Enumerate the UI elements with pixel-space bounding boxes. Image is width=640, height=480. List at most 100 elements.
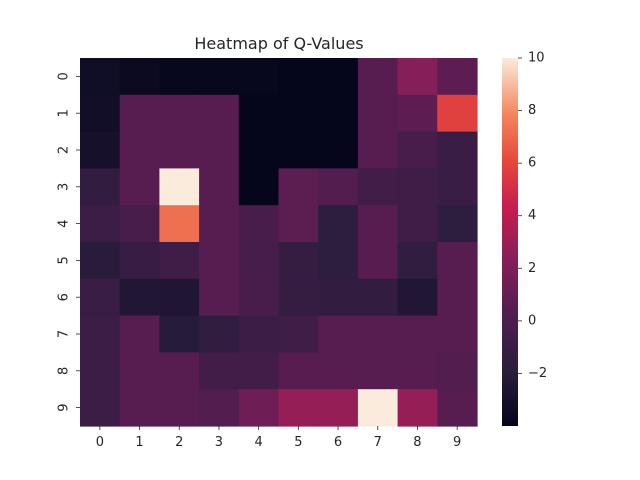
heatmap-cell-r8-c3 — [199, 352, 240, 390]
heatmap-cell-r0-c8 — [397, 58, 438, 96]
heatmap-cell-r4-c2 — [159, 205, 200, 243]
x-tick-label-1: 1 — [135, 435, 143, 450]
colorbar — [502, 58, 518, 426]
heatmap-cell-r1-c6 — [318, 94, 359, 133]
x-tick-label-6: 6 — [334, 435, 342, 450]
heatmap-cell-r3-c2 — [159, 168, 200, 206]
y-tick-label-5: 5 — [57, 256, 72, 264]
heatmap-cell-r9-c9 — [437, 389, 478, 427]
heatmap-cell-r0-c5 — [278, 58, 319, 96]
heatmap-cell-r9-c2 — [159, 389, 200, 427]
y-tick-label-3: 3 — [57, 183, 72, 191]
y-tick-label-9: 9 — [57, 403, 72, 411]
heatmap-cell-r5-c9 — [437, 242, 478, 280]
heatmap-cell-r4-c0 — [80, 205, 121, 243]
heatmap-cell-r0-c6 — [318, 58, 359, 96]
heatmap-cell-r4-c3 — [199, 205, 240, 243]
heatmap-cell-r2-c9 — [437, 131, 478, 169]
heatmap-cell-r5-c2 — [159, 242, 200, 280]
heatmap-cell-r5-c4 — [238, 242, 280, 280]
colorbar-tick-label-3: 4 — [528, 208, 536, 223]
y-axis-ticks: 0 1 2 3 4 5 6 7 8 9 — [57, 72, 80, 412]
x-tick-label-3: 3 — [215, 435, 223, 450]
heatmap-cell-r3-c4 — [238, 168, 280, 206]
colorbar-ticks: 10 8 6 4 2 0 −2 — [518, 51, 547, 381]
heatmap-cell-r1-c4 — [238, 94, 280, 133]
heatmap-cell-r5-c5 — [278, 242, 319, 280]
heatmap-cell-r6-c3 — [199, 278, 240, 317]
heatmap-cell-r5-c7 — [357, 242, 399, 280]
heatmap-cell-r6-c7 — [357, 278, 399, 317]
heatmap-cell-r4-c4 — [238, 205, 280, 243]
heatmap-cell-r9-c4 — [238, 389, 280, 427]
colorbar-tick-label-0: 10 — [528, 51, 545, 66]
heatmap-cell-r5-c0 — [80, 242, 121, 280]
y-tick-label-0: 0 — [57, 72, 72, 80]
heatmap-cell-r6-c4 — [238, 278, 280, 317]
heatmap-cell-r2-c2 — [159, 131, 200, 169]
heatmap-cell-r1-c8 — [397, 94, 438, 133]
heatmap-cell-r4-c9 — [437, 205, 478, 243]
heatmap-cell-r1-c7 — [357, 94, 399, 133]
heatmap-cell-r3-c8 — [397, 168, 438, 206]
heatmap-cells — [80, 58, 478, 427]
heatmap-cell-r8-c0 — [80, 352, 121, 390]
heatmap-cell-r7-c8 — [397, 315, 438, 353]
y-tick-label-2: 2 — [57, 146, 72, 154]
colorbar-tick-label-6: −2 — [528, 366, 547, 381]
heatmap-cell-r8-c4 — [238, 352, 280, 390]
heatmap-cell-r4-c8 — [397, 205, 438, 243]
x-tick-label-5: 5 — [294, 435, 302, 450]
heatmap-cell-r7-c5 — [278, 315, 319, 353]
heatmap-cell-r2-c3 — [199, 131, 240, 169]
heatmap-cell-r8-c9 — [437, 352, 478, 390]
x-tick-label-7: 7 — [374, 435, 382, 450]
heatmap-cell-r8-c5 — [278, 352, 319, 390]
heatmap-cell-r3-c5 — [278, 168, 319, 206]
heatmap-cell-r7-c3 — [199, 315, 240, 353]
heatmap-cell-r4-c6 — [318, 205, 359, 243]
heatmap-cell-r3-c6 — [318, 168, 359, 206]
heatmap-cell-r6-c2 — [159, 278, 200, 317]
heatmap-cell-r6-c6 — [318, 278, 359, 317]
heatmap-cell-r1-c9 — [437, 94, 478, 133]
heatmap-cell-r6-c9 — [437, 278, 478, 317]
heatmap-cell-r7-c9 — [437, 315, 478, 353]
x-tick-label-4: 4 — [255, 435, 263, 450]
heatmap-cell-r9-c7 — [357, 389, 399, 427]
heatmap-cell-r5-c3 — [199, 242, 240, 280]
heatmap-cell-r6-c5 — [278, 278, 319, 317]
heatmap-cell-r1-c2 — [159, 94, 200, 133]
heatmap-cell-r5-c1 — [119, 242, 160, 280]
x-tick-label-2: 2 — [175, 435, 183, 450]
heatmap-cell-r7-c1 — [119, 315, 160, 353]
heatmap-cell-r7-c2 — [159, 315, 200, 353]
heatmap-cell-r8-c7 — [357, 352, 399, 390]
y-tick-label-8: 8 — [57, 367, 72, 375]
heatmap-cell-r7-c7 — [357, 315, 399, 353]
heatmap-cell-r1-c1 — [119, 94, 160, 133]
heatmap-cell-r8-c1 — [119, 352, 160, 390]
heatmap-cell-r6-c0 — [80, 278, 121, 317]
heatmap-cell-r8-c6 — [318, 352, 359, 390]
heatmap-cell-r7-c0 — [80, 315, 121, 353]
heatmap-cell-r4-c7 — [357, 205, 399, 243]
x-tick-label-9: 9 — [453, 435, 461, 450]
heatmap-cell-r6-c1 — [119, 278, 160, 317]
heatmap-cell-r3-c1 — [119, 168, 160, 206]
x-axis-ticks: 0 1 2 3 4 5 6 7 8 9 — [96, 426, 461, 450]
heatmap-cell-r2-c5 — [278, 131, 319, 169]
heatmap-cell-r0-c9 — [437, 58, 478, 96]
x-tick-label-0: 0 — [96, 435, 104, 450]
heatmap-cell-r9-c3 — [199, 389, 240, 427]
heatmap-cell-r3-c0 — [80, 168, 121, 206]
heatmap-cell-r8-c2 — [159, 352, 200, 390]
heatmap-cell-r1-c0 — [80, 94, 121, 133]
heatmap-cell-r0-c2 — [159, 58, 200, 96]
heatmap-cell-r0-c0 — [80, 58, 121, 96]
heatmap-cell-r2-c8 — [397, 131, 438, 169]
heatmap-cell-r3-c9 — [437, 168, 478, 206]
colorbar-tick-label-4: 2 — [528, 261, 536, 276]
x-tick-label-8: 8 — [413, 435, 421, 450]
